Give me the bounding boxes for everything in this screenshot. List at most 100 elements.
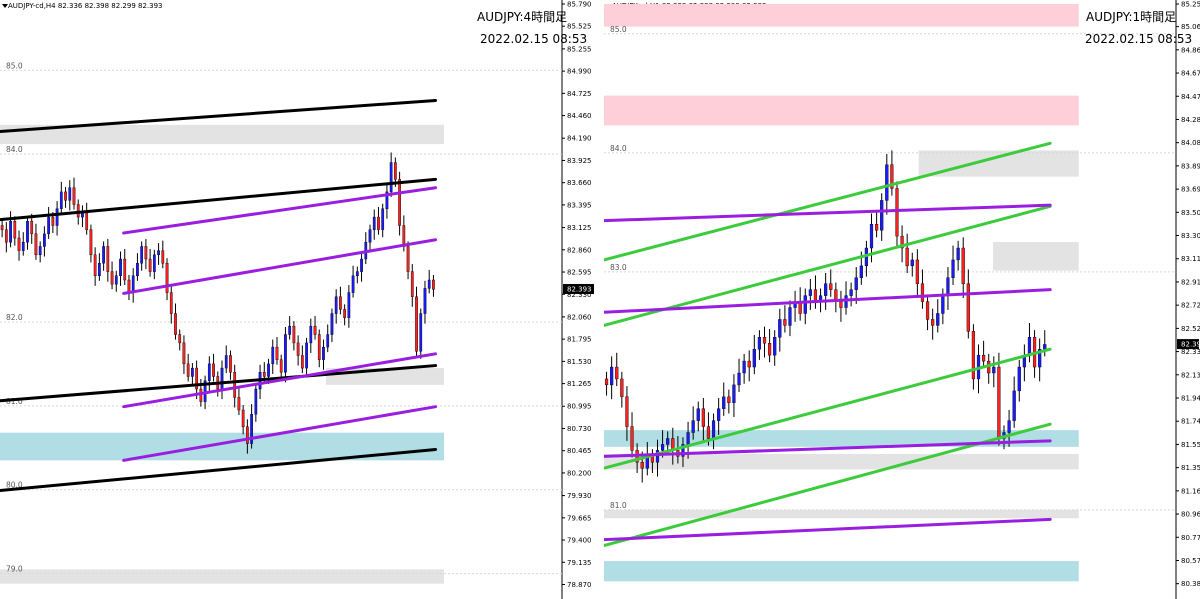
- candle-body: [102, 246, 105, 264]
- chart-canvas-h1[interactable]: 85.0 84.0 83.0 81.0 85.250 85.060 84.865 84.670…: [604, 0, 1200, 599]
- axis-tick-label: 83.695: [1181, 186, 1200, 194]
- candle-body: [824, 283, 828, 296]
- trend-line: [0, 177, 438, 222]
- candle-body: [89, 229, 93, 256]
- candle-body: [106, 246, 110, 272]
- axis-tick-label: 81.160: [1181, 487, 1200, 495]
- grid-level-label: 80.0: [6, 481, 23, 490]
- axis-tick-label: 80.380: [1181, 580, 1200, 588]
- candle-body: [123, 258, 127, 281]
- candle-body: [305, 342, 308, 369]
- candle-body: [941, 295, 945, 314]
- candle-body: [262, 372, 266, 377]
- candle-body: [313, 325, 317, 335]
- candle-body: [869, 224, 874, 249]
- candle-body: [778, 319, 782, 338]
- candle-body: [182, 342, 186, 365]
- candle-body: [423, 288, 427, 314]
- zone-rect: [992, 242, 1079, 271]
- candle-body: [152, 254, 156, 272]
- grid-level-label: 82.0: [6, 313, 23, 322]
- candle-body: [732, 384, 736, 403]
- zone-rect: [604, 4, 1079, 27]
- axis-tick-label: 79.930: [567, 492, 592, 500]
- candle-body: [233, 372, 237, 398]
- candle-body: [372, 216, 376, 230]
- axis-tick-label: 85.060: [1181, 23, 1200, 31]
- candle-body: [161, 250, 165, 264]
- candle-body: [839, 301, 843, 308]
- current-price-label: 82.393: [567, 285, 592, 293]
- grid-level-label: 81.0: [610, 501, 627, 510]
- candle-body: [829, 283, 833, 290]
- candle-body: [43, 233, 46, 247]
- candle-body: [169, 292, 173, 314]
- candle-body: [767, 343, 772, 356]
- candle-body: [895, 188, 899, 237]
- trend-line: [604, 203, 1052, 223]
- candle-body: [38, 246, 42, 256]
- candle-body: [604, 378, 609, 386]
- candle-body: [136, 263, 139, 277]
- chart-panel-h4[interactable]: AUDJPY-cd,H4 82.336 82.398 82.299 82.393…: [0, 0, 595, 599]
- axis-tick-label: 79.665: [567, 514, 592, 522]
- candle-body: [174, 313, 177, 335]
- trend-line: [604, 288, 1052, 314]
- candle-body: [220, 367, 224, 390]
- candle-body: [292, 325, 296, 344]
- candle-body: [343, 309, 346, 318]
- axis-tick-label: 81.795: [567, 336, 592, 344]
- axis-tick-label: 82.330: [1181, 348, 1200, 356]
- candle-body: [93, 254, 97, 277]
- candle-body: [427, 279, 431, 289]
- candle-body: [224, 355, 228, 369]
- datetime-label: 2022.02.15 08:53: [480, 32, 588, 46]
- candle-body: [620, 378, 624, 398]
- candle-body: [885, 164, 889, 201]
- collapse-triangle-icon[interactable]: [2, 4, 8, 8]
- candle-body: [915, 259, 919, 284]
- candle-body: [610, 366, 614, 386]
- candle-body: [351, 275, 355, 293]
- candle-body: [68, 187, 72, 201]
- candle-body: [666, 438, 670, 445]
- candle-body: [385, 191, 389, 209]
- axis-tick-label: 83.890: [1181, 162, 1200, 170]
- candle-body: [347, 292, 351, 318]
- candle-body: [971, 331, 976, 380]
- candle-body: [47, 216, 50, 235]
- axis-tick-label: 83.110: [1181, 255, 1200, 263]
- axis-tick-label: 84.190: [567, 135, 592, 143]
- chart-panel-h1[interactable]: AUDJPY-cd,H1 82.328 82.398 82.299 82.393…: [604, 0, 1200, 599]
- candle-body: [900, 235, 904, 249]
- candle-body: [191, 367, 194, 377]
- candle-body: [625, 396, 629, 427]
- candle-body: [1027, 337, 1032, 356]
- candle-body: [85, 212, 89, 230]
- grid-level-label: 84.0: [610, 144, 627, 153]
- grid-level-label: 81.0: [6, 397, 23, 406]
- candle-body: [309, 325, 313, 344]
- candle-body: [410, 271, 414, 297]
- axis-tick-label: 85.255: [567, 45, 592, 53]
- axis-tick-label: 83.925: [567, 157, 592, 165]
- candle-body: [377, 216, 380, 230]
- trend-line: [122, 186, 438, 235]
- candle-body: [936, 313, 940, 326]
- axis-tick-label: 84.670: [1181, 70, 1200, 78]
- current-price-label: 82.393: [1181, 341, 1200, 349]
- candle-body: [368, 229, 372, 243]
- chart-canvas-h4[interactable]: 85.0 84.0 82.0 81.0 80.0 79.0 85.790 85.525 85.2…: [0, 0, 595, 599]
- candle-body: [34, 233, 38, 256]
- candle-body: [381, 208, 385, 230]
- timeframe-label: AUDJPY:1時間足: [1086, 10, 1177, 24]
- candle-body: [966, 283, 970, 332]
- candle-body: [402, 225, 406, 247]
- candle-body: [1038, 348, 1042, 368]
- candle-body: [119, 258, 122, 277]
- candle-body: [650, 456, 655, 463]
- candle-body: [890, 164, 894, 189]
- candle-body: [803, 295, 807, 314]
- current-price-marker: [563, 283, 594, 294]
- axis-tick-label: 84.085: [1181, 139, 1200, 147]
